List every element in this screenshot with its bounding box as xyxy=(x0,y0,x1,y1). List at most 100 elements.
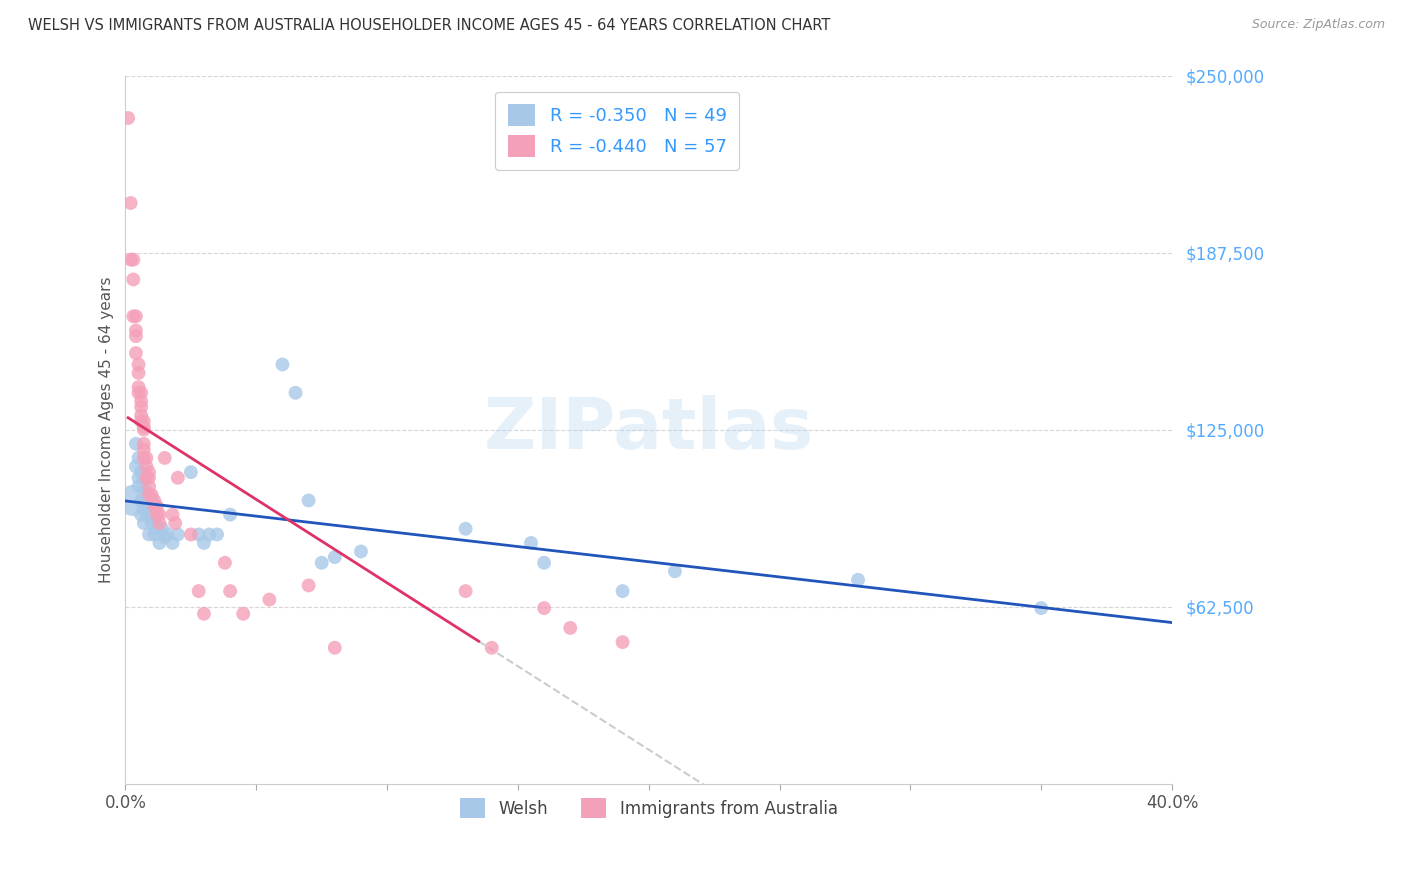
Point xyxy=(162,536,184,550)
Point xyxy=(350,544,373,558)
Point xyxy=(259,592,281,607)
Point xyxy=(129,394,152,409)
Point xyxy=(1031,601,1053,615)
Point xyxy=(125,323,148,337)
Point xyxy=(125,346,148,360)
Point xyxy=(141,508,163,522)
Point xyxy=(129,414,152,428)
Point xyxy=(481,640,503,655)
Point xyxy=(135,493,157,508)
Point xyxy=(166,527,188,541)
Point xyxy=(846,573,869,587)
Point xyxy=(187,527,209,541)
Point xyxy=(128,385,150,400)
Point xyxy=(122,310,145,324)
Point xyxy=(219,584,242,599)
Point xyxy=(128,450,150,465)
Point xyxy=(132,516,155,530)
Point xyxy=(125,310,148,324)
Point xyxy=(141,488,163,502)
Point xyxy=(135,471,157,485)
Point xyxy=(128,366,150,380)
Point xyxy=(135,450,157,465)
Point xyxy=(165,516,187,530)
Point xyxy=(612,584,634,599)
Point xyxy=(129,409,152,423)
Point xyxy=(128,471,150,485)
Point xyxy=(150,522,173,536)
Point xyxy=(129,400,152,414)
Point xyxy=(129,465,152,479)
Point xyxy=(533,556,555,570)
Text: WELSH VS IMMIGRANTS FROM AUSTRALIA HOUSEHOLDER INCOME AGES 45 - 64 YEARS CORRELA: WELSH VS IMMIGRANTS FROM AUSTRALIA HOUSE… xyxy=(28,18,831,33)
Point xyxy=(129,508,152,522)
Y-axis label: Householder Income Ages 45 - 64 years: Householder Income Ages 45 - 64 years xyxy=(100,277,114,582)
Point xyxy=(132,450,155,465)
Point xyxy=(125,459,148,474)
Point xyxy=(135,508,157,522)
Point xyxy=(143,513,166,527)
Point xyxy=(454,522,477,536)
Point xyxy=(219,508,242,522)
Point xyxy=(148,508,170,522)
Point xyxy=(138,465,160,479)
Point xyxy=(132,423,155,437)
Point xyxy=(132,437,155,451)
Point xyxy=(148,516,170,530)
Point xyxy=(146,508,169,522)
Point xyxy=(560,621,582,635)
Point xyxy=(232,607,254,621)
Point xyxy=(138,471,160,485)
Point xyxy=(148,536,170,550)
Point xyxy=(271,358,294,372)
Point xyxy=(297,578,319,592)
Point xyxy=(129,385,152,400)
Point xyxy=(117,111,139,125)
Point xyxy=(323,550,346,565)
Point xyxy=(132,419,155,434)
Point xyxy=(125,437,148,451)
Point xyxy=(214,556,236,570)
Point xyxy=(132,502,155,516)
Point xyxy=(297,493,319,508)
Point xyxy=(122,493,145,508)
Point xyxy=(135,485,157,500)
Point xyxy=(132,474,155,488)
Point xyxy=(122,272,145,286)
Point xyxy=(132,414,155,428)
Point xyxy=(146,522,169,536)
Point xyxy=(193,607,215,621)
Point xyxy=(120,252,142,267)
Point xyxy=(128,479,150,493)
Point xyxy=(193,536,215,550)
Point xyxy=(129,493,152,508)
Point xyxy=(138,488,160,502)
Point xyxy=(284,385,307,400)
Point xyxy=(153,450,176,465)
Point xyxy=(122,252,145,267)
Point xyxy=(120,196,142,211)
Point xyxy=(146,499,169,513)
Point xyxy=(138,479,160,493)
Text: ZIPatlas: ZIPatlas xyxy=(484,395,814,464)
Point xyxy=(153,530,176,544)
Point xyxy=(138,499,160,513)
Point xyxy=(128,358,150,372)
Point xyxy=(141,493,163,508)
Point xyxy=(138,527,160,541)
Point xyxy=(205,527,228,541)
Point xyxy=(180,465,202,479)
Point xyxy=(166,471,188,485)
Point xyxy=(135,459,157,474)
Point xyxy=(132,493,155,508)
Point xyxy=(125,329,148,343)
Point xyxy=(311,556,333,570)
Point xyxy=(141,516,163,530)
Point xyxy=(454,584,477,599)
Point xyxy=(664,564,686,578)
Point xyxy=(143,493,166,508)
Point xyxy=(132,442,155,457)
Point xyxy=(187,584,209,599)
Legend: Welsh, Immigrants from Australia: Welsh, Immigrants from Australia xyxy=(453,791,844,825)
Point xyxy=(128,380,150,394)
